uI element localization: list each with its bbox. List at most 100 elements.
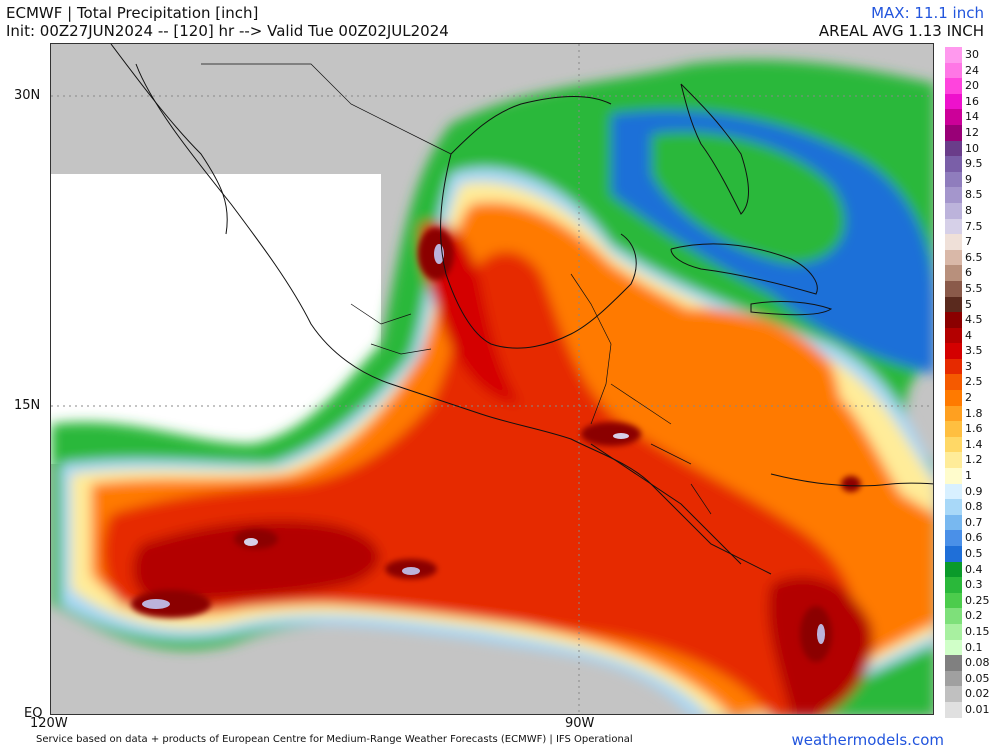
legend-item: 1 <box>945 468 1000 484</box>
precip-legend: 30 24 20 16 14 12 10 9.5 9 8.5 8 7.5 7 6.5 6 5.5 5 4.5 4 3.… <box>945 47 1000 718</box>
legend-item: 8 <box>945 202 1000 219</box>
legend-item: 0.02 <box>945 686 1000 702</box>
legend-item: 7.5 <box>945 218 1000 235</box>
footer-site-link[interactable]: weathermodels.com <box>791 731 944 749</box>
legend-label: 0.25 <box>965 593 990 607</box>
legend-swatch <box>945 655 962 671</box>
legend-label: 10 <box>965 141 979 155</box>
legend-item: 16 <box>945 93 1000 110</box>
legend-swatch <box>945 374 962 391</box>
legend-swatch <box>945 249 962 266</box>
legend-label: 9.5 <box>965 157 983 171</box>
legend-label: 24 <box>965 63 979 77</box>
legend-swatch <box>945 452 962 469</box>
legend-item: 0.5 <box>945 546 1000 562</box>
legend-label: 9 <box>965 172 972 186</box>
init-valid-time: Init: 00Z27JUN2024 -- [120] hr --> Valid… <box>6 22 449 40</box>
legend-swatch <box>945 234 962 250</box>
legend-swatch <box>945 701 962 718</box>
legend-item: 8.5 <box>945 187 1000 203</box>
legend-swatch <box>945 265 962 281</box>
legend-label: 0.02 <box>965 687 990 701</box>
legend-label: 0.3 <box>965 578 983 592</box>
legend-item: 4.5 <box>945 312 1000 328</box>
legend-label: 0.05 <box>965 671 990 685</box>
legend-label: 0.4 <box>965 562 983 576</box>
lat-label-eq: EQ <box>24 706 43 721</box>
extreme-precip-spots <box>142 244 825 644</box>
legend-swatch <box>945 343 962 359</box>
legend-item: 3.5 <box>945 343 1000 359</box>
legend-item: 1.4 <box>945 436 1000 453</box>
legend-label: 0.1 <box>965 640 983 654</box>
legend-swatch <box>945 47 962 63</box>
legend-label: 7 <box>965 235 972 249</box>
legend-item: 12 <box>945 124 1000 141</box>
legend-label: 20 <box>965 79 979 93</box>
legend-item: 0.15 <box>945 623 1000 640</box>
legend-item: 1.6 <box>945 421 1000 437</box>
legend-swatch <box>945 156 962 172</box>
legend-swatch <box>945 140 962 157</box>
legend-label: 0.6 <box>965 531 983 545</box>
legend-swatch <box>945 686 962 702</box>
max-value: MAX: 11.1 inch <box>871 4 984 22</box>
legend-label: 0.2 <box>965 609 983 623</box>
legend-label: 7.5 <box>965 219 983 233</box>
legend-swatch <box>945 468 962 484</box>
legend-label: 16 <box>965 94 979 108</box>
legend-item: 20 <box>945 78 1000 94</box>
legend-item: 9.5 <box>945 156 1000 172</box>
legend-label: 1.6 <box>965 422 983 436</box>
legend-swatch <box>945 546 962 562</box>
legend-label: 8 <box>965 203 972 217</box>
legend-label: 8.5 <box>965 188 983 202</box>
lon-label-120w: 120W <box>30 716 68 731</box>
legend-swatch <box>945 499 962 515</box>
legend-label: 30 <box>965 48 979 61</box>
legend-swatch <box>945 78 962 94</box>
legend-label: 1.8 <box>965 406 983 420</box>
precipitation-map <box>50 43 934 715</box>
map-title: ECMWF | Total Precipitation [inch] <box>6 4 259 22</box>
legend-label: 4 <box>965 328 972 342</box>
legend-item: 1.2 <box>945 452 1000 469</box>
legend-item: 3 <box>945 358 1000 375</box>
legend-item: 0.08 <box>945 655 1000 671</box>
legend-item: 30 <box>945 47 1000 63</box>
legend-item: 6 <box>945 265 1000 281</box>
legend-swatch <box>945 514 962 531</box>
legend-swatch <box>945 358 962 375</box>
legend-item: 0.25 <box>945 592 1000 609</box>
legend-label: 0.08 <box>965 656 990 670</box>
legend-label: 12 <box>965 125 979 139</box>
legend-label: 0.15 <box>965 624 990 638</box>
legend-item: 5.5 <box>945 280 1000 297</box>
areal-average: AREAL AVG 1.13 INCH <box>818 22 984 40</box>
legend-item: 0.4 <box>945 561 1000 578</box>
legend-swatch <box>945 577 962 593</box>
legend-label: 3 <box>965 359 972 373</box>
footer-credit: Service based on data + products of Euro… <box>36 734 633 745</box>
legend-label: 1 <box>965 469 972 483</box>
legend-swatch <box>945 296 962 313</box>
legend-label: 2.5 <box>965 375 983 389</box>
legend-swatch <box>945 670 962 687</box>
lon-label-90w: 90W <box>565 716 595 731</box>
lat-label-30n: 30N <box>14 88 41 103</box>
legend-label: 6.5 <box>965 250 983 264</box>
legend-item: 4 <box>945 327 1000 344</box>
legend-label: 0.8 <box>965 500 983 514</box>
legend-swatch <box>945 639 962 656</box>
legend-swatch <box>945 390 962 406</box>
legend-swatch <box>945 405 962 422</box>
legend-label: 0.5 <box>965 547 983 560</box>
legend-label: 0.9 <box>965 484 983 498</box>
legend-label: 6 <box>965 266 972 280</box>
legend-item: 14 <box>945 109 1000 125</box>
legend-swatch <box>945 608 962 624</box>
legend-swatch <box>945 623 962 640</box>
legend-label: 1.4 <box>965 437 983 451</box>
legend-item: 0.9 <box>945 483 1000 500</box>
legend-swatch <box>945 93 962 110</box>
